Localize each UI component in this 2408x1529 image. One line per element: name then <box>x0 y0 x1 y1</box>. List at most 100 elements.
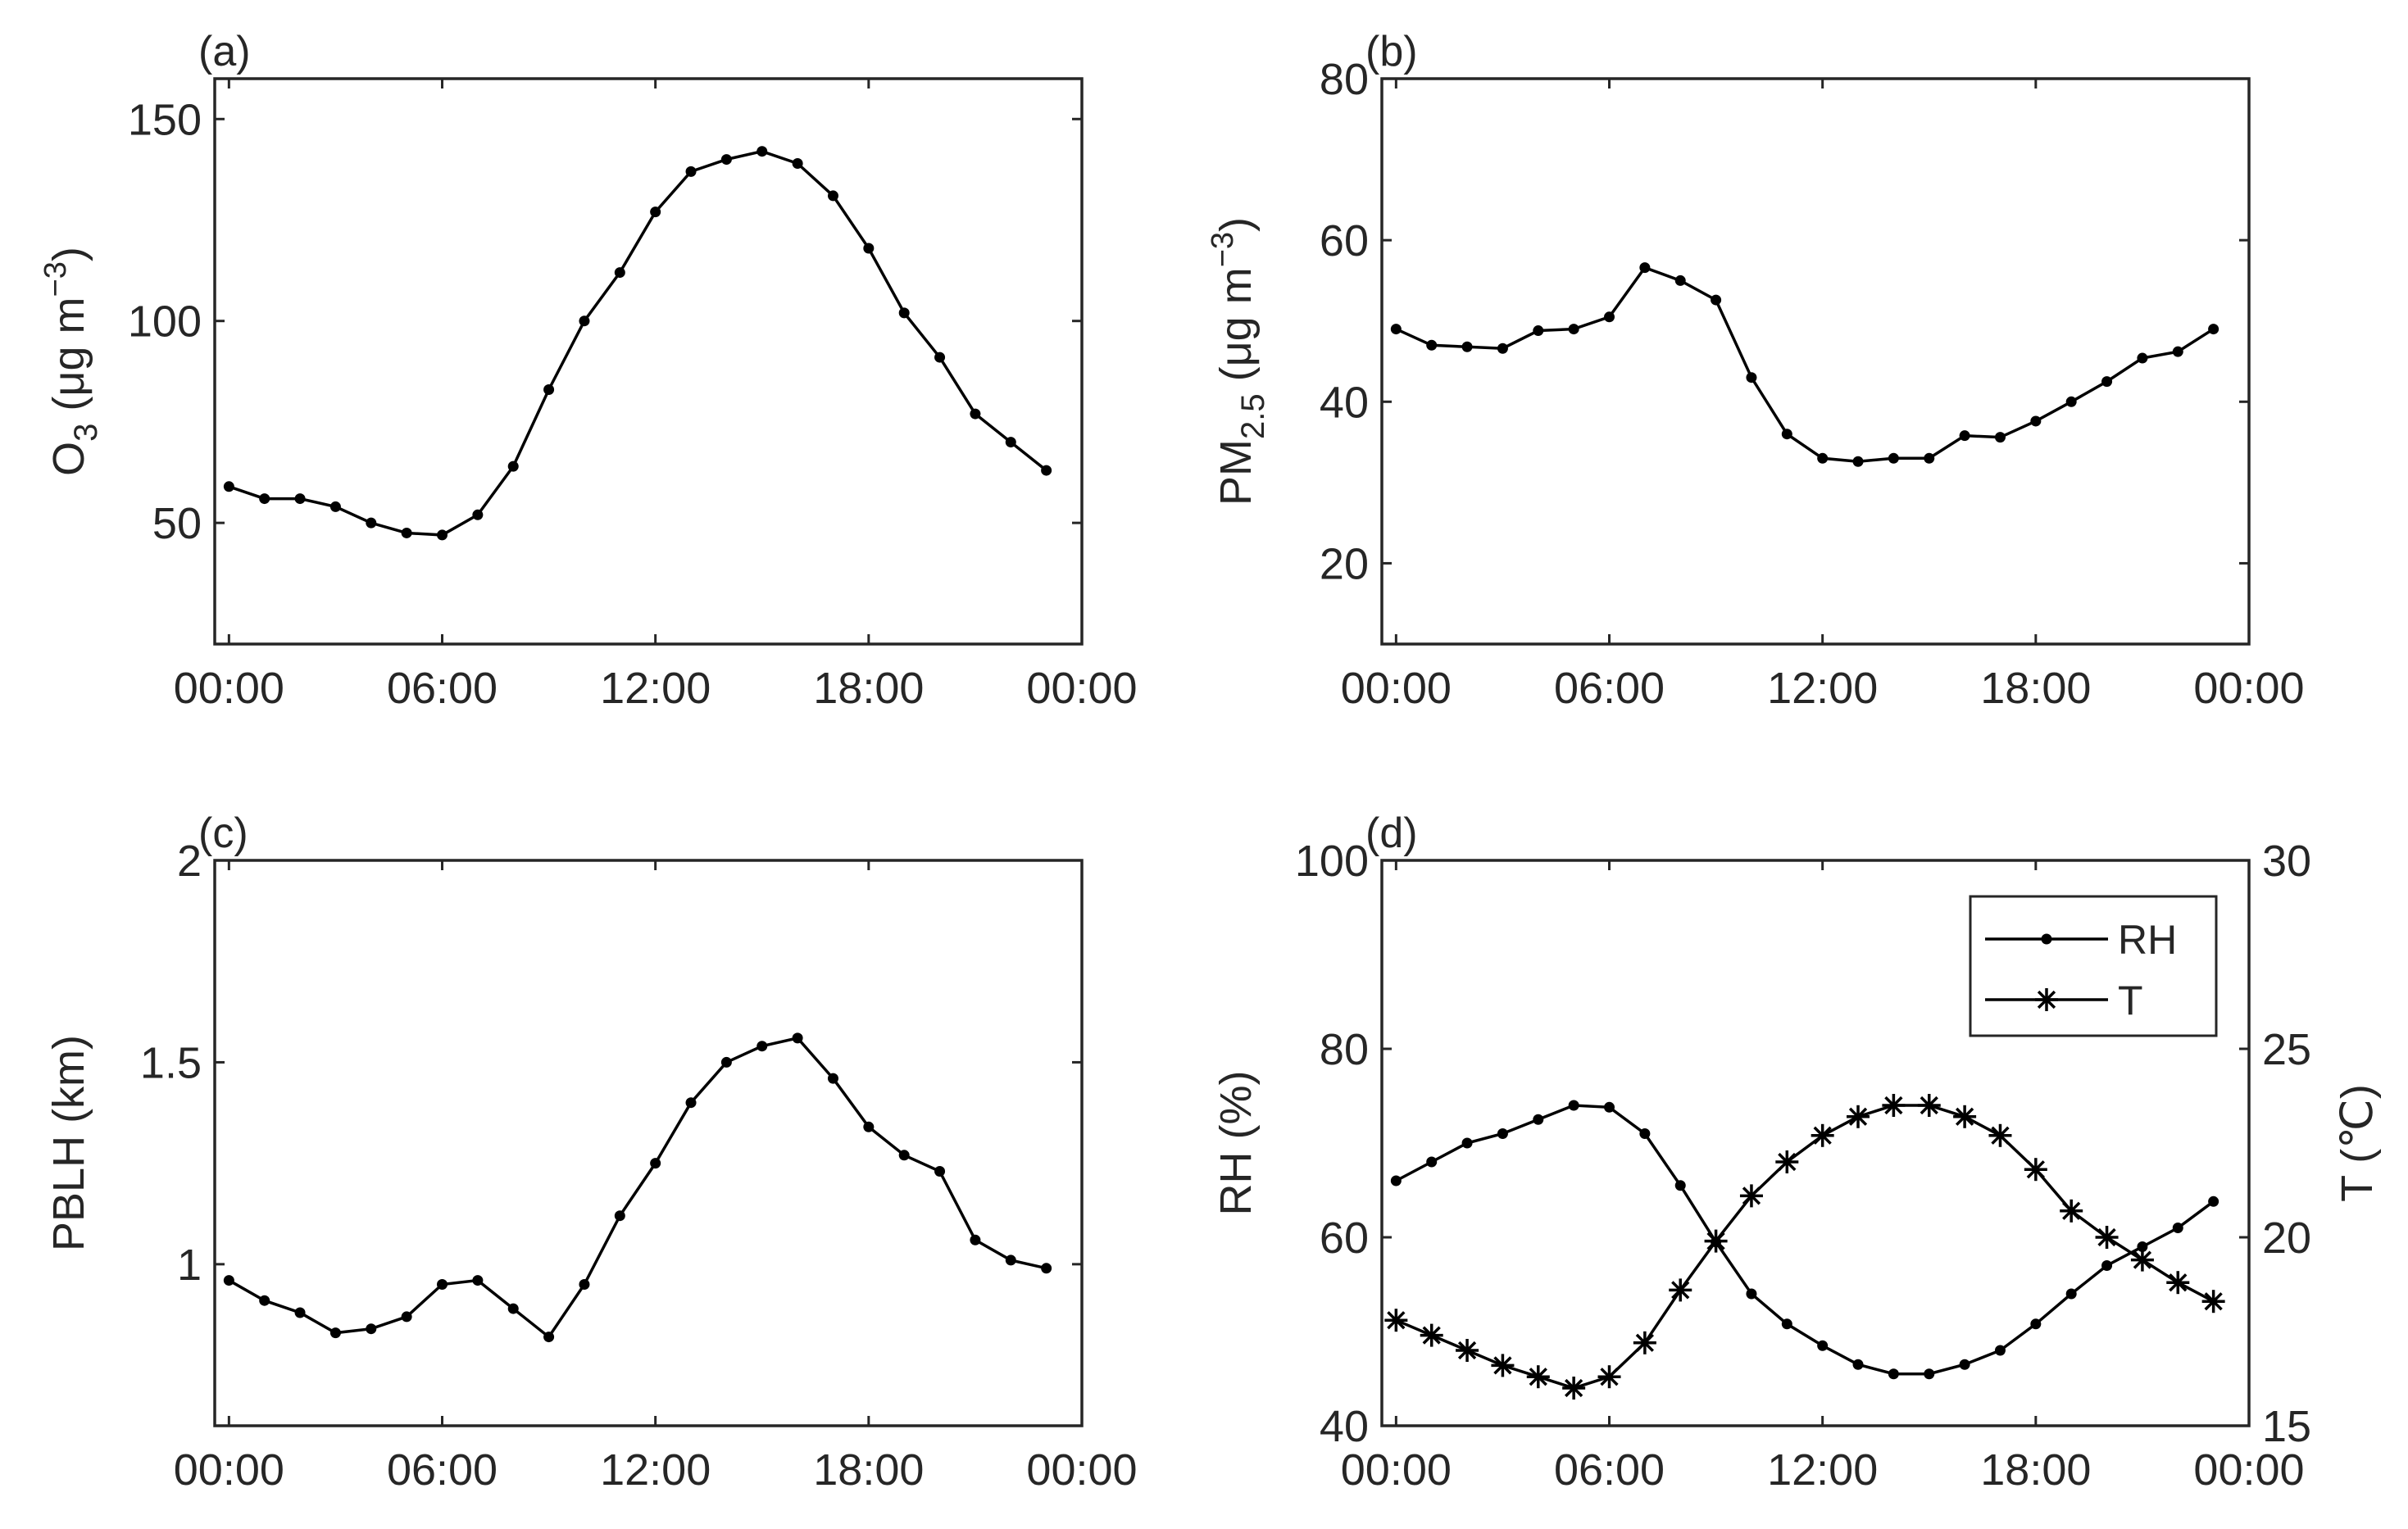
y-axis-label: PBLH (km) <box>44 1035 93 1251</box>
y-right-axis-label: T (℃) <box>2333 1084 2382 1202</box>
data-point-t <box>1562 1377 1586 1400</box>
plot-frame <box>1380 859 2251 1427</box>
data-point-t-stroke <box>1813 1126 1832 1145</box>
data-point-o3 <box>437 529 448 541</box>
y-axis-label-close: ) <box>1211 217 1261 232</box>
series-line-rh <box>1395 1104 2215 1376</box>
data-point-o3 <box>507 461 519 472</box>
y-tick-label: 60 <box>1320 216 1369 265</box>
panel-a: 00:00 06:00 12:00 18:00 00:00 50 100 150 O3 (μg … <box>39 28 1138 713</box>
y-right-tick-label: 30 <box>2262 837 2311 886</box>
data-point-t <box>1633 1331 1656 1354</box>
y-axis-label-unit: (μg m <box>1211 267 1261 393</box>
data-point-rh <box>1781 1318 1792 1330</box>
x-tick-label: 12:00 <box>1767 664 1878 713</box>
data-point-t <box>1526 1365 1550 1389</box>
y-tick-label: 1.5 <box>140 1038 202 1087</box>
data-point-t-stroke <box>1991 1126 2010 1145</box>
data-point-o3 <box>614 267 625 279</box>
data-point-t <box>2024 1158 2047 1182</box>
data-point-pblh <box>259 1295 270 1306</box>
data-point-pm25 <box>1711 294 1722 306</box>
data-point-rh <box>2065 1288 2077 1300</box>
legend-marker-t <box>2035 988 2058 1011</box>
y-tick-label: 20 <box>1320 539 1369 588</box>
data-point-t-stroke <box>1635 1333 1655 1352</box>
y-axis-label-sup: −3 <box>39 261 73 297</box>
data-point-pm25 <box>2208 324 2219 335</box>
data-point-o3 <box>329 501 341 512</box>
data-point-pblh <box>223 1275 234 1286</box>
y-tick-label: 40 <box>1320 378 1369 427</box>
data-point-t <box>1811 1123 1834 1147</box>
data-point-pblh <box>970 1234 981 1245</box>
data-point-pblh <box>401 1311 412 1323</box>
data-point-pm25 <box>1924 452 1935 464</box>
data-point-pblh <box>1041 1263 1052 1274</box>
data-point-pblh <box>329 1327 341 1339</box>
legend-box <box>1969 895 2218 1037</box>
data-point-pblh <box>756 1041 768 1052</box>
data-point-o3 <box>401 527 412 538</box>
y-tick-label: 100 <box>1295 837 1369 886</box>
data-point-t-stroke <box>2062 1201 2081 1220</box>
data-point-pm25 <box>1852 456 1864 467</box>
y-axis-label-unit: (μg m <box>44 297 93 423</box>
plot-frame <box>213 859 1084 1427</box>
legend-marker-t-stroke <box>2037 990 2056 1010</box>
data-point-pm25 <box>2030 415 2042 427</box>
x-tick-label: 18:00 <box>1980 1445 2091 1495</box>
data-point-t-stroke <box>1387 1311 1406 1330</box>
data-point-t-stroke <box>1457 1341 1477 1360</box>
data-point-o3 <box>685 166 697 177</box>
data-point-t-stroke <box>2169 1273 2188 1292</box>
data-point-pblh <box>507 1303 519 1314</box>
x-tick-label: 06:00 <box>387 1445 498 1495</box>
data-point-pblh <box>685 1097 697 1109</box>
data-point-t-stroke <box>1600 1368 1619 1386</box>
panel-tag: (a) <box>198 28 251 75</box>
data-point-pm25 <box>1497 343 1508 354</box>
y-tick-label: 150 <box>128 95 202 144</box>
y-tick-label: 80 <box>1320 1025 1369 1074</box>
data-point-t <box>1669 1278 1692 1302</box>
panel-b: 00:00 06:00 12:00 18:00 00:00 20 40 60 80 PM2.5 (… <box>1206 28 2305 713</box>
data-point-t <box>1420 1323 1443 1347</box>
data-point-o3 <box>1005 437 1016 448</box>
data-point-pblh <box>650 1158 661 1169</box>
y-right-tick-label: 25 <box>2262 1025 2311 1074</box>
data-point-pm25 <box>1639 262 1651 274</box>
y-axis-label-close: ) <box>44 247 93 261</box>
data-point-rh <box>2137 1241 2148 1252</box>
panel-d: 00:00 06:00 12:00 18:00 00:00406080100152025… <box>1211 810 2382 1495</box>
data-point-t <box>1988 1123 2012 1147</box>
data-point-o3 <box>223 481 234 492</box>
data-point-t-stroke <box>1565 1378 1583 1398</box>
data-point-t <box>2201 1290 2225 1313</box>
data-point-o3 <box>792 158 803 169</box>
x-tick-label: 12:00 <box>600 664 711 713</box>
data-point-pm25 <box>1781 429 1792 440</box>
data-point-pblh <box>614 1210 625 1222</box>
data-point-rh <box>2030 1318 2042 1330</box>
data-point-pblh <box>437 1279 448 1290</box>
data-point-pblh <box>720 1056 732 1068</box>
y-tick-label: 2 <box>177 837 202 886</box>
data-point-o3 <box>898 307 910 319</box>
data-point-rh <box>1568 1100 1579 1111</box>
data-point-pm25 <box>1426 339 1438 351</box>
data-point-t-stroke <box>1920 1096 1938 1115</box>
data-point-t-stroke <box>2204 1292 2223 1311</box>
data-point-rh <box>1390 1175 1402 1186</box>
data-point-pblh <box>898 1150 910 1161</box>
data-point-t <box>1917 1094 1941 1117</box>
data-point-o3 <box>366 517 377 529</box>
data-point-t-stroke <box>1529 1368 1547 1386</box>
x-tick-label: 12:00 <box>600 1445 711 1495</box>
x-tick-label: 00:00 <box>1341 1445 1452 1495</box>
data-point-t <box>1953 1105 1977 1128</box>
data-point-pm25 <box>2101 376 2113 388</box>
legend-label-t: T <box>2118 978 2143 1023</box>
data-point-pblh <box>792 1032 803 1044</box>
